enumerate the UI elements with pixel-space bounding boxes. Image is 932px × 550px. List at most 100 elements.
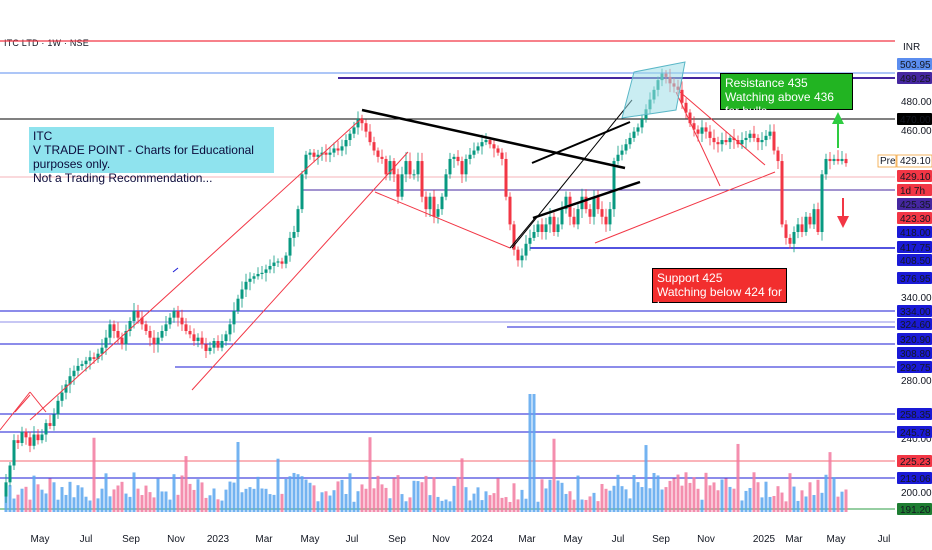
volume-bar bbox=[556, 480, 560, 512]
volume-bar bbox=[436, 496, 440, 512]
candle-body bbox=[548, 216, 552, 225]
price-tag-bg bbox=[897, 408, 932, 420]
x-tick-label: May bbox=[827, 534, 846, 545]
candle-body bbox=[624, 144, 628, 151]
volume-bar bbox=[268, 494, 272, 512]
volume-bar bbox=[472, 493, 476, 512]
volume-bar bbox=[28, 499, 32, 512]
candle-body bbox=[76, 365, 80, 371]
candle-body bbox=[516, 249, 520, 261]
volume-bar bbox=[588, 496, 592, 512]
price-tag-bg bbox=[897, 170, 932, 182]
candle-body bbox=[700, 127, 704, 134]
volume-bar bbox=[56, 499, 60, 512]
candle-body bbox=[208, 347, 212, 351]
volume-bar bbox=[704, 472, 708, 512]
candle-body bbox=[4, 482, 8, 497]
trend-line bbox=[509, 217, 536, 249]
candle-body bbox=[840, 158, 844, 162]
candle-body bbox=[20, 431, 24, 443]
candle-body bbox=[600, 209, 604, 217]
candle-body bbox=[520, 255, 524, 261]
volume-bar bbox=[428, 495, 432, 512]
candle-body bbox=[48, 423, 52, 426]
volume-bar bbox=[400, 494, 404, 512]
volume-bar bbox=[628, 498, 632, 512]
time-axis: May Jul Sep Nov 2023 Mar May Jul Sep Nov 2024 Mar Ma… bbox=[0, 528, 895, 550]
candle-body bbox=[324, 152, 328, 155]
volume-bar bbox=[592, 492, 596, 512]
volume-bar bbox=[140, 495, 144, 512]
volume-bar bbox=[536, 501, 540, 512]
candle-body bbox=[332, 148, 336, 153]
candle-body bbox=[812, 209, 816, 225]
candle-body bbox=[400, 174, 404, 197]
candle-body bbox=[376, 150, 380, 157]
volume-bar bbox=[420, 482, 424, 512]
candle-body bbox=[284, 255, 288, 264]
candle-body bbox=[724, 140, 728, 143]
x-tick-label: May bbox=[564, 534, 583, 545]
candle-body bbox=[504, 158, 508, 197]
candle-body bbox=[752, 133, 756, 138]
volume-bar bbox=[672, 478, 676, 512]
volume-bar bbox=[216, 499, 220, 512]
candle-body bbox=[380, 156, 384, 159]
candle-body bbox=[796, 224, 800, 232]
volume-bar bbox=[224, 489, 228, 512]
volume-bar bbox=[200, 482, 204, 512]
volume-bars bbox=[4, 394, 848, 512]
volume-bar bbox=[532, 394, 536, 512]
candle-body bbox=[432, 196, 436, 217]
candle-body bbox=[384, 158, 388, 175]
volume-bar bbox=[816, 479, 820, 512]
trend-line bbox=[14, 394, 31, 413]
disclaimer-note: ITC V TRADE POINT - Charts for Education… bbox=[29, 127, 274, 185]
candle-body bbox=[616, 154, 620, 162]
candle-body bbox=[200, 337, 204, 345]
volume-bar bbox=[12, 498, 16, 512]
volume-bar bbox=[496, 478, 500, 512]
candle-body bbox=[436, 209, 440, 217]
volume-bar bbox=[120, 481, 124, 512]
candle-body bbox=[240, 289, 244, 299]
x-tick-label: May bbox=[301, 534, 320, 545]
volume-bar bbox=[320, 492, 324, 512]
candle-body bbox=[68, 376, 72, 385]
volume-bar bbox=[36, 484, 40, 512]
volume-bar bbox=[768, 496, 772, 512]
candle-body bbox=[396, 174, 400, 197]
candle-body bbox=[120, 337, 124, 345]
candle-body bbox=[588, 209, 592, 217]
candle-body bbox=[420, 161, 424, 197]
candle-body bbox=[272, 262, 276, 266]
x-tick-label: 2024 bbox=[471, 534, 494, 545]
candle-body bbox=[580, 196, 584, 210]
x-tick-label: May bbox=[31, 534, 50, 545]
volume-bar bbox=[128, 496, 132, 512]
price-tag-bg bbox=[897, 426, 932, 438]
trend-line bbox=[531, 121, 631, 164]
candle-body bbox=[496, 148, 500, 153]
volume-bar bbox=[304, 479, 308, 512]
y-tick-label: 460.00 bbox=[901, 126, 932, 137]
volume-bar bbox=[144, 485, 148, 512]
volume-bar bbox=[68, 481, 72, 512]
candle-body bbox=[620, 150, 624, 155]
volume-bar bbox=[272, 494, 276, 512]
support-line-1: Support 425 bbox=[657, 271, 723, 285]
price-tag-label: 245.78 bbox=[900, 428, 931, 439]
volume-bar bbox=[608, 490, 612, 512]
candle-body bbox=[472, 150, 476, 155]
volume-bar bbox=[488, 495, 492, 512]
candle-body bbox=[220, 341, 224, 348]
price-tag-label: 308.80 bbox=[900, 349, 931, 360]
candle-body bbox=[352, 127, 356, 134]
candle-body bbox=[224, 334, 228, 341]
volume-bar bbox=[652, 472, 656, 512]
candle-body bbox=[484, 140, 488, 143]
candle-body bbox=[792, 232, 796, 244]
volume-bar bbox=[72, 497, 76, 512]
candle-body bbox=[552, 216, 556, 232]
